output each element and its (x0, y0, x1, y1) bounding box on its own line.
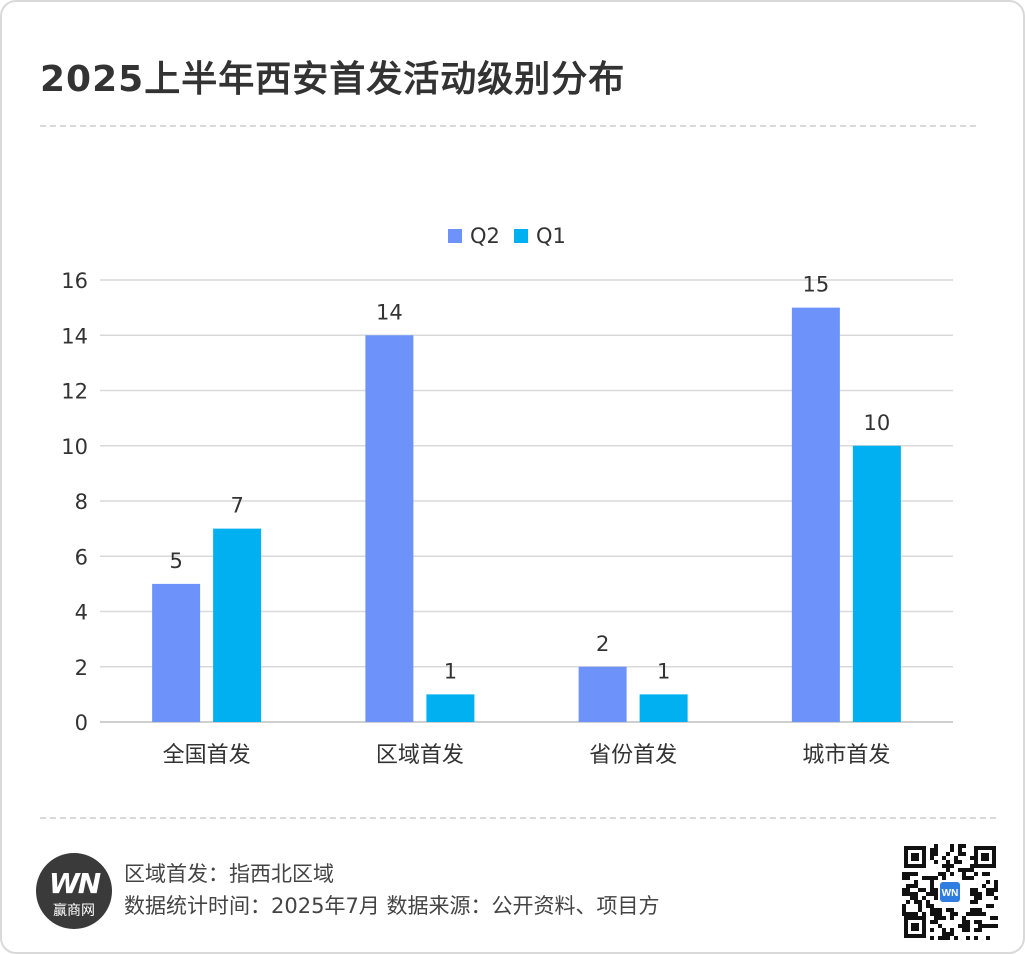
data-label: 2 (596, 632, 609, 656)
logo-subtext: 赢商网 (53, 903, 95, 919)
chart-title: 2025上半年西安首发活动级别分布 (40, 59, 626, 100)
bar-q2 (791, 307, 840, 722)
bar-q1 (426, 694, 475, 722)
data-label: 1 (657, 659, 670, 683)
bar-q2 (578, 666, 627, 722)
bar-chart: 0 2 4 6 8 10 12 14 16 5 7 全国首发 14 1 区域首发 2 1 省份首发 15 10 城市首发… (61, 224, 953, 768)
legend-label-q2: Q2 (470, 224, 500, 248)
y-tick-label: 0 (75, 711, 88, 735)
bar-q2 (152, 583, 201, 722)
data-label: 1 (444, 659, 457, 683)
y-tick-label: 2 (75, 656, 88, 680)
legend-label-q1: Q1 (536, 224, 566, 248)
y-tick-label: 8 (75, 490, 88, 514)
qr-code-icon: WN (902, 844, 998, 940)
y-tick-label: 16 (61, 269, 88, 293)
y-tick-label: 4 (75, 601, 88, 625)
x-tick-label: 区域首发 (376, 743, 464, 768)
bar-q2 (365, 335, 414, 722)
logo-text: WN (48, 867, 101, 900)
footer-divider (40, 817, 996, 819)
data-label: 10 (864, 411, 891, 435)
y-tick-label: 14 (61, 324, 88, 348)
y-tick-label: 12 (61, 380, 88, 404)
legend-swatch-q1 (514, 229, 528, 243)
x-tick-label: 省份首发 (589, 743, 677, 768)
data-label: 5 (169, 549, 182, 573)
footer-note-region: 区域首发：指西北区域 (124, 862, 334, 886)
bar-q1 (852, 445, 901, 722)
x-tick-label: 城市首发 (802, 743, 890, 768)
svg-text:WN: WN (942, 888, 959, 899)
title-divider (40, 125, 976, 127)
footer-note-source: 数据统计时间：2025年7月 数据来源：公开资料、项目方 (124, 894, 660, 918)
winshang-logo: WN 赢商网 (36, 853, 112, 929)
data-label: 7 (230, 494, 243, 518)
legend-swatch-q2 (448, 229, 462, 243)
y-tick-label: 6 (75, 545, 88, 569)
data-label: 14 (376, 300, 403, 324)
bar-q1 (639, 694, 688, 722)
data-label: 15 (803, 273, 830, 297)
x-tick-label: 全国首发 (163, 743, 251, 768)
bar-q1 (213, 528, 262, 722)
y-tick-label: 10 (61, 435, 88, 459)
